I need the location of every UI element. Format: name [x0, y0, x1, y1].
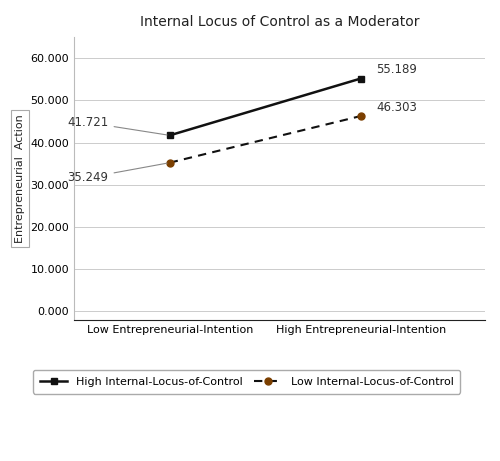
Text: 46.303: 46.303 — [376, 101, 417, 114]
Y-axis label: Entrepreneurial  Action: Entrepreneurial Action — [15, 114, 25, 243]
Text: 55.189: 55.189 — [376, 64, 417, 77]
Text: 41.721: 41.721 — [68, 116, 167, 135]
Legend: High Internal-Locus-of-Control, Low Internal-Locus-of-Control: High Internal-Locus-of-Control, Low Inte… — [33, 370, 460, 394]
Text: 35.249: 35.249 — [68, 163, 167, 184]
Title: Internal Locus of Control as a Moderator: Internal Locus of Control as a Moderator — [140, 15, 419, 29]
